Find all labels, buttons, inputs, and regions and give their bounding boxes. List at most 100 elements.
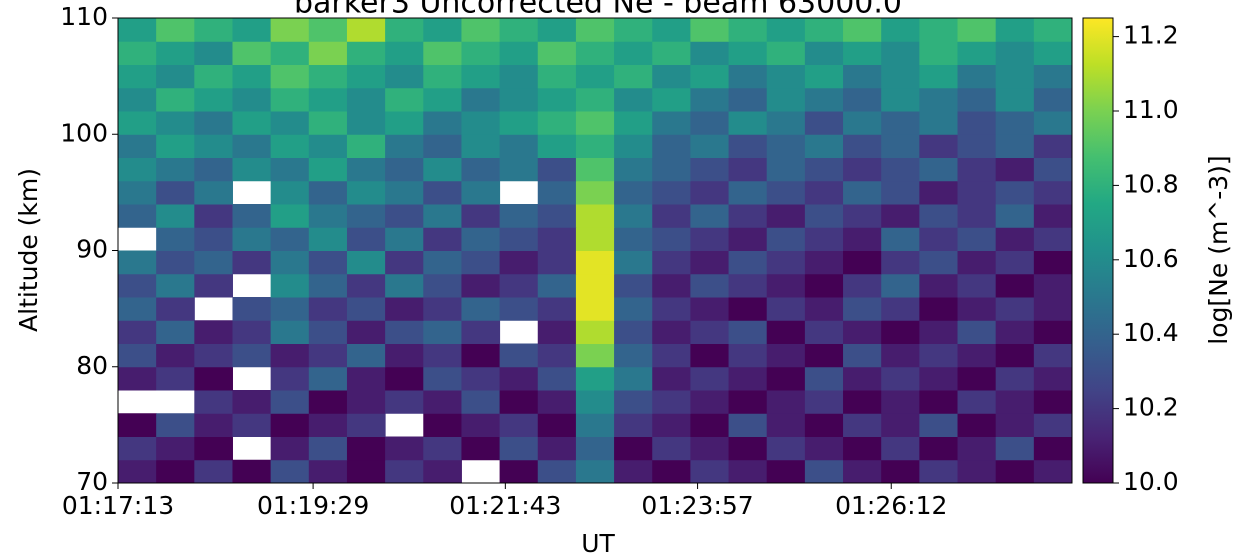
heatmap-cell: [232, 250, 272, 275]
heatmap-cell: [537, 64, 577, 89]
heatmap-cell: [766, 227, 806, 251]
heatmap-cell: [575, 41, 615, 65]
heatmap-cell: [919, 227, 959, 251]
heatmap-cell: [1033, 413, 1073, 437]
heatmap-cell: [804, 320, 844, 344]
heatmap-cell: [804, 134, 844, 158]
heatmap-cell: [995, 157, 1035, 182]
heatmap-cell: [270, 390, 310, 414]
heatmap-cell: [346, 87, 386, 112]
heatmap-cell: [728, 413, 768, 437]
heatmap-cell: [766, 250, 806, 275]
heatmap-cell: [995, 111, 1035, 135]
heatmap-cell: [690, 436, 730, 461]
heatmap-cell: [346, 320, 386, 344]
heatmap-cell: [690, 18, 730, 42]
heatmap-cell: [995, 134, 1035, 158]
heatmap-cell: [461, 320, 501, 344]
heatmap-cell: [156, 87, 195, 112]
x-axis-label: UT: [581, 529, 615, 558]
heatmap-cell: [423, 227, 462, 251]
heatmap-cell: [614, 41, 653, 65]
heatmap-cell: [766, 87, 806, 112]
heatmap-cell: [614, 366, 653, 391]
heatmap-cell: [423, 390, 462, 414]
heatmap-cell: [537, 297, 577, 321]
heatmap-cell: [118, 41, 157, 65]
heatmap-cell: [575, 366, 615, 391]
heatmap-cell: [156, 320, 195, 344]
heatmap-cell: [156, 157, 195, 182]
heatmap-cell: [614, 87, 653, 112]
heatmap-cell: [1033, 297, 1073, 321]
heatmap-cell: [690, 297, 730, 321]
heatmap-cell: [385, 204, 424, 228]
heatmap-cell: [690, 227, 730, 251]
heatmap-cell: [728, 134, 768, 158]
colorbar-tick-label: 10.2: [1123, 393, 1179, 422]
heatmap-cell: [1033, 41, 1073, 65]
heatmap-cell: [118, 87, 157, 112]
heatmap-cell: [575, 390, 615, 414]
heatmap-cell: [537, 366, 577, 391]
heatmap-cell: [995, 204, 1035, 228]
heatmap-cell: [843, 41, 882, 65]
heatmap-cell: [118, 134, 157, 158]
heatmap-cell: [652, 134, 691, 158]
heatmap-cell: [995, 366, 1035, 391]
heatmap-cell: [118, 459, 157, 484]
heatmap-cell: [232, 390, 272, 414]
heatmap-cell: [194, 320, 233, 344]
chart-title: barker3 Uncorrected Ne - beam 63000.0: [294, 0, 902, 21]
heatmap-cell: [385, 157, 424, 182]
heatmap-cell: [1033, 436, 1073, 461]
heatmap-cell: [614, 436, 653, 461]
heatmap-cell: [270, 180, 310, 205]
colorbar-tick-label: 11.0: [1123, 95, 1179, 124]
heatmap-cell: [499, 459, 539, 484]
heatmap-cell: [346, 157, 386, 182]
heatmap-cell: [232, 157, 272, 182]
heatmap-cell: [346, 227, 386, 251]
heatmap-cell: [995, 343, 1035, 368]
heatmap-cell: [881, 64, 920, 89]
heatmap-cell: [537, 320, 577, 344]
heatmap-cell: [614, 273, 653, 298]
heatmap-cell: [652, 273, 691, 298]
heatmap-cell: [499, 41, 539, 65]
heatmap-cell: [995, 87, 1035, 112]
heatmap-cell: [881, 320, 920, 344]
heatmap-cell: [194, 390, 233, 414]
heatmap-cell: [957, 204, 997, 228]
heatmap-cell: [652, 180, 691, 205]
heatmap-cell: [385, 343, 424, 368]
heatmap-cell: [957, 436, 997, 461]
y-tick-label: 90: [76, 235, 108, 264]
heatmap-cell: [537, 111, 577, 135]
heatmap-cell: [843, 320, 882, 344]
heatmap-cell: [881, 343, 920, 368]
heatmap-cell: [919, 87, 959, 112]
heatmap-cell: [461, 227, 501, 251]
heatmap-cell: [804, 18, 844, 42]
heatmap-cell: [690, 413, 730, 437]
heatmap-cell: [843, 18, 882, 42]
heatmap-cell: [346, 18, 386, 42]
heatmap-cell: [232, 18, 272, 42]
heatmap-cell: [308, 87, 348, 112]
heatmap-cell: [499, 111, 539, 135]
heatmap-cell: [499, 134, 539, 158]
heatmap-cell: [1033, 366, 1073, 391]
heatmap-cell: [461, 273, 501, 298]
heatmap-cell: [156, 180, 195, 205]
heatmap-cell: [881, 366, 920, 391]
heatmap-cell: [1033, 204, 1073, 228]
heatmap-cell: [766, 343, 806, 368]
heatmap-cell: [232, 87, 272, 112]
heatmap-cell: [118, 343, 157, 368]
heatmap-cell: [995, 41, 1035, 65]
heatmap-cell: [843, 250, 882, 275]
heatmap-cell: [1033, 157, 1073, 182]
heatmap-cell: [614, 250, 653, 275]
heatmap-cell: [194, 111, 233, 135]
